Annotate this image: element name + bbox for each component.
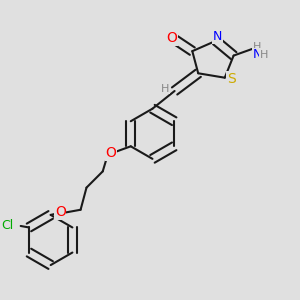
Text: N: N	[213, 30, 222, 43]
Text: Cl: Cl	[1, 219, 13, 232]
Text: O: O	[166, 31, 177, 45]
Text: N: N	[253, 48, 262, 61]
Text: H: H	[161, 84, 169, 94]
Text: O: O	[55, 205, 66, 219]
Text: O: O	[106, 146, 116, 160]
Text: S: S	[227, 72, 236, 86]
Text: H: H	[260, 50, 268, 60]
Text: H: H	[252, 42, 261, 52]
